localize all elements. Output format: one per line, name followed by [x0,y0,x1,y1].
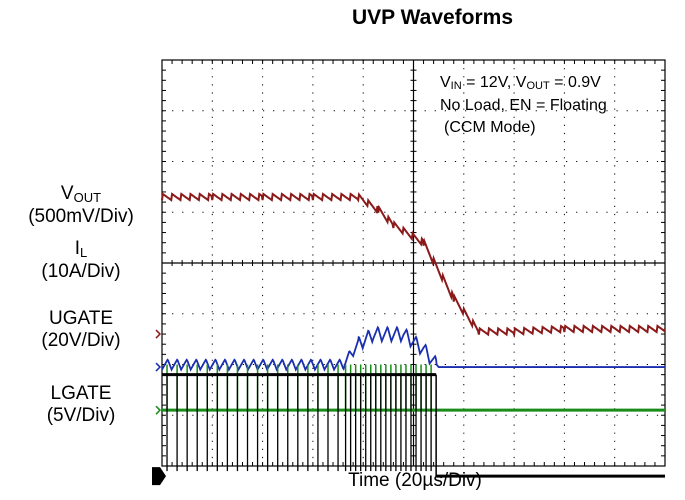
vout-label: VOUT (500mV/Div) [28,183,134,227]
annotation-line-1: VIN = 12V, VOUT = 0.9V [440,74,601,92]
chart-title: UVP Waveforms [351,6,514,29]
lgate-marker [152,467,166,486]
annotation-line-2: No Load, EN = Floating [440,97,607,114]
il-trace [161,325,665,372]
ugate-marker [155,405,162,415]
ugate-label: UGATE (20V/Div) [41,308,121,351]
il-marker [155,362,162,372]
annotation-line-3: (CCM Mode) [444,119,536,136]
lgate-label: LGATE (5V/Div) [46,383,116,426]
annotation: VIN = 12V, VOUT = 0.9V No Load, EN = Flo… [440,72,607,139]
il-label: IL (10A/Div) [41,238,121,282]
vout-trace [161,191,666,339]
vout-marker [155,329,162,339]
